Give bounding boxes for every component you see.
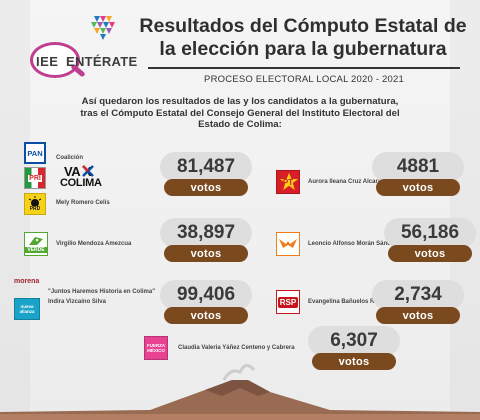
background-stripe xyxy=(450,0,480,420)
vote-count-pill: 81,487 votos xyxy=(160,152,252,198)
votes-label: votos xyxy=(376,307,460,324)
vote-count: 2,734 xyxy=(372,280,464,310)
intro-line-1: Así quedaron los resultados de las y los… xyxy=(81,96,399,107)
pt-star-icon xyxy=(280,173,298,190)
vote-count: 81,487 xyxy=(160,152,252,182)
votes-label: votos xyxy=(164,179,248,196)
nueva-alianza-logo: nueva alianza xyxy=(14,298,40,320)
vote-count: 38,897 xyxy=(160,218,252,248)
mc-logo xyxy=(276,232,300,256)
va-x-colima-mark-icon xyxy=(82,165,94,177)
candidate-name: Indira Vizcaíno Silva xyxy=(48,299,106,305)
candidate-name: Aurora Ileana Cruz Alcaraz xyxy=(308,179,385,185)
candidate-name: Evangelina Bañuelos Rodríguez xyxy=(308,299,400,305)
votes-label: votos xyxy=(164,245,248,262)
va-x-colima-logo: VA X COLIMA xyxy=(60,164,104,192)
page-title: Resultados del Cómputo Estatal de la ele… xyxy=(138,15,468,61)
candidate-name: Virgilio Mendoza Amezcua xyxy=(56,241,132,247)
mc-eagle-icon xyxy=(279,239,297,248)
vote-count-pill: 4881 votos xyxy=(372,152,464,198)
pri-logo-text: PRI xyxy=(28,174,42,182)
vote-count-pill: 99,406 votos xyxy=(160,280,252,326)
title-line-2: la elección para la gubernatura xyxy=(159,38,447,60)
rsp-logo-text: RSP xyxy=(277,296,299,308)
intro-line-3: Estado de Colima: xyxy=(198,119,282,130)
votes-label: votos xyxy=(376,179,460,196)
vote-count: 4881 xyxy=(372,152,464,182)
page-subtitle: PROCESO ELECTORAL LOCAL 2020 - 2021 xyxy=(204,74,404,85)
verde-toucan-icon xyxy=(29,237,43,245)
prd-logo-text: PRD xyxy=(29,206,41,212)
logo-mosaic-icon xyxy=(91,16,115,40)
title-line-1: Resultados del Cómputo Estatal de xyxy=(139,15,467,37)
logo-text-enterate: ENTÉRATE xyxy=(66,54,138,69)
coalition-label: Coalición xyxy=(56,155,84,161)
va-x-colima-line-2: COLIMA xyxy=(60,177,102,189)
candidate-name: Claudia Valeria Yáñez Centeno y Cabrera xyxy=(178,345,295,351)
iee-enterate-logo: IEE ENTÉRATE xyxy=(26,16,138,78)
prd-logo: PRD xyxy=(24,193,46,215)
volcano-illustration xyxy=(0,364,480,420)
magnifier-lens xyxy=(30,42,80,78)
morena-logo: morena xyxy=(14,278,40,285)
intro-text: Así quedaron los resultados de las y los… xyxy=(70,96,410,131)
prd-sun-icon xyxy=(28,196,42,206)
vote-count-pill: 56,186 votos xyxy=(384,218,476,264)
vote-count: 6,307 xyxy=(308,326,400,356)
vote-count-pill: 6,307 votos xyxy=(308,326,400,372)
verde-logo-text: VERDE xyxy=(25,247,47,253)
pt-logo-text: PT xyxy=(282,177,294,187)
nueva-alianza-logo-text: nueva alianza xyxy=(19,304,35,314)
candidate-name: Leoncio Alfonso Morán Sánchez xyxy=(308,241,401,247)
coalition-name: "Juntos Haremos Historia en Colima" xyxy=(48,289,156,295)
fuerza-mexico-logo-text: FUERZA MÉXICO xyxy=(146,343,166,353)
pri-logo: PRI xyxy=(24,167,46,189)
vote-count: 56,186 xyxy=(384,218,476,248)
votes-label: votos xyxy=(312,353,396,370)
pan-logo-text: PAN xyxy=(27,148,43,158)
pt-logo: PT xyxy=(276,170,300,194)
intro-line-2: tras el Cómputo Estatal del Consejo Gene… xyxy=(80,107,400,119)
pan-logo: PAN xyxy=(24,142,46,164)
logo-text-iee: IEE xyxy=(36,54,59,69)
vote-count-pill: 38,897 votos xyxy=(160,218,252,264)
rsp-logo: RSP xyxy=(276,290,300,314)
votes-label: votos xyxy=(164,307,248,324)
verde-logo: VERDE xyxy=(24,232,48,256)
vote-count: 99,406 xyxy=(160,280,252,310)
fuerza-mexico-logo: FUERZA MÉXICO xyxy=(144,336,168,360)
title-divider xyxy=(148,67,460,69)
vote-count-pill: 2,734 votos xyxy=(372,280,464,326)
candidate-name: Mely Romero Celis xyxy=(56,200,110,206)
votes-label: votos xyxy=(388,245,472,262)
